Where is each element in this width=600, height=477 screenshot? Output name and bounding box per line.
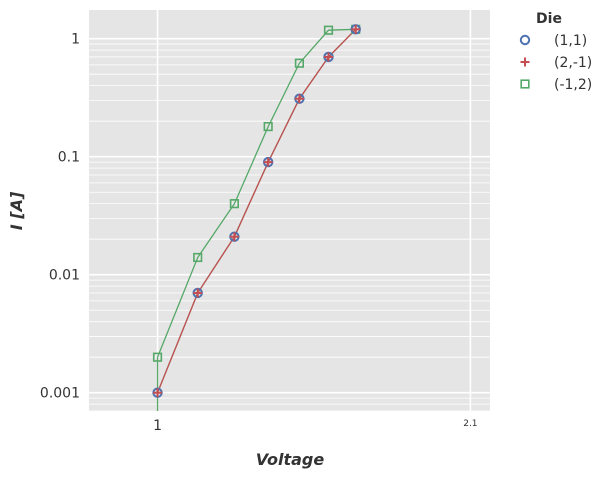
legend: Die (1,1) (2,-1) (-1,2) — [519, 11, 592, 93]
data-point — [263, 157, 273, 167]
plot-background — [89, 10, 490, 411]
x-tick-labels: 1 2.1 — [153, 418, 477, 434]
x-tick-label: 2.1 — [463, 419, 477, 429]
y-axis-label: I [A] — [7, 191, 26, 230]
data-point — [193, 288, 203, 298]
y-tick-label: 0.01 — [49, 268, 80, 284]
legend-item: (1,1) — [519, 33, 587, 49]
legend-marker — [520, 57, 530, 67]
data-point — [294, 58, 305, 68]
data-point — [324, 52, 334, 62]
legend-label: (2,-1) — [554, 55, 592, 71]
data-point — [229, 199, 240, 209]
data-point — [323, 25, 334, 35]
legend-label: (1,1) — [554, 33, 587, 49]
data-point — [153, 388, 163, 398]
x-axis-label: Voltage — [256, 450, 325, 469]
data-point — [351, 24, 361, 34]
y-tick-label: 0.1 — [58, 150, 80, 166]
legend-marker — [520, 79, 530, 89]
legend-label: (-1,2) — [554, 77, 592, 93]
legend-title: Die — [536, 11, 562, 27]
data-point — [263, 121, 273, 132]
data-point — [152, 352, 163, 362]
y-tick-labels: 1 0.1 0.01 0.001 — [40, 32, 80, 402]
y-tick-label: 1 — [71, 32, 80, 48]
legend-item: (2,-1) — [520, 55, 592, 71]
x-tick-label: 1 — [153, 418, 162, 434]
data-point — [229, 232, 239, 242]
series-line — [156, 28, 356, 358]
legend-item: (-1,2) — [520, 77, 592, 93]
legend-marker — [519, 34, 531, 46]
data-point — [193, 252, 203, 263]
y-tick-label: 0.001 — [40, 386, 80, 402]
data-point — [294, 94, 304, 104]
legend-items: (1,1) (2,-1) (-1,2) — [519, 33, 592, 93]
grid-lines — [89, 10, 490, 412]
series-markers — [152, 24, 361, 398]
